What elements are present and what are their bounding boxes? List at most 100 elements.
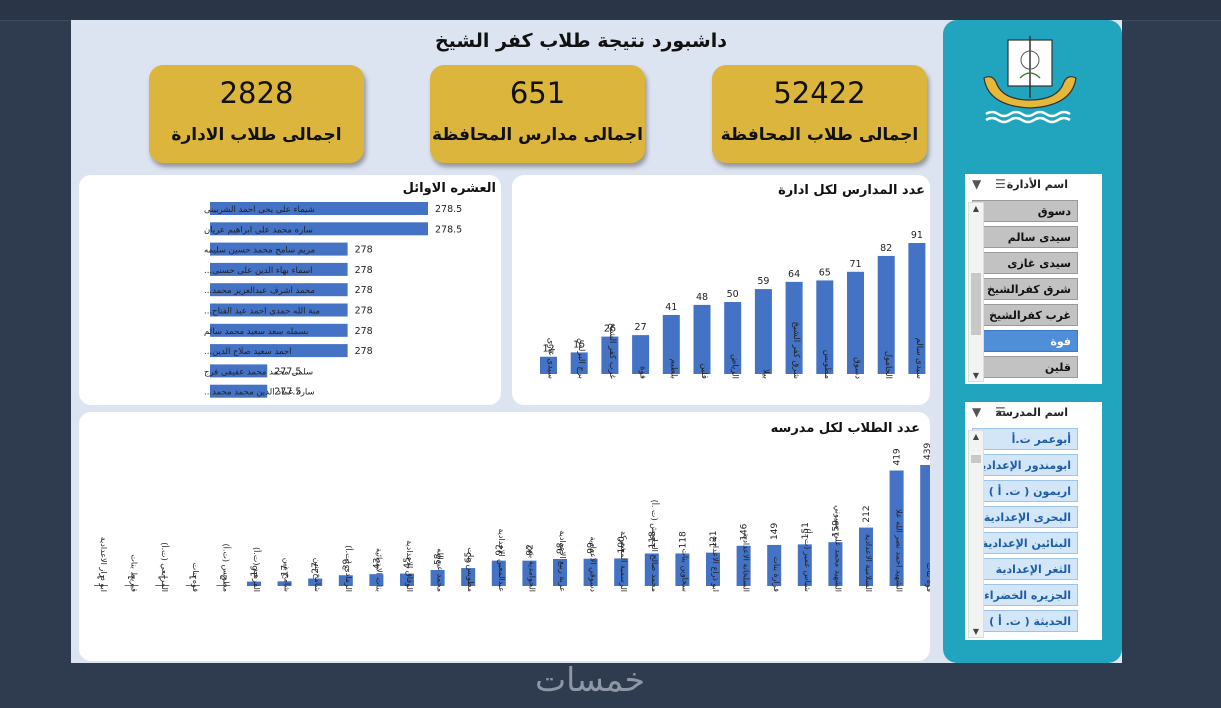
students-bar <box>338 575 353 586</box>
multi-select-icon[interactable]: ☰ <box>995 405 1006 419</box>
schools-bar <box>847 271 864 374</box>
slicer-school-item[interactable]: اريمون ( ت. أ ) <box>972 480 1078 502</box>
schools-category-label: سيدى سالم <box>914 338 924 379</box>
students-value-label: 17 <box>281 565 291 576</box>
scroll-thumb[interactable] <box>971 455 981 463</box>
slicer-admin-item[interactable]: سيدى غازى <box>972 252 1078 274</box>
schools-value-label: 65 <box>819 267 831 278</box>
top10-panel: العشره الاوائل 278.5 شيماء على يحى احمد ا… <box>79 175 501 405</box>
students-category-label: السلخانة الاعدادية <box>742 533 751 592</box>
students-value-label: 2 <box>219 574 229 580</box>
top10-bar <box>210 262 348 276</box>
slicer-school-item[interactable]: ابومندور الإعدادية <box>972 454 1078 476</box>
students-category-label: عزبة ربيع الاعدادية <box>558 530 567 592</box>
top10-value-label: 277.5 <box>274 387 301 398</box>
schools-value-label: 64 <box>788 269 800 280</box>
students-panel: عدد الطلاب لكل مدرسه 1 ابو دراز الاعدادية… <box>79 412 935 661</box>
students-value-label: 43 <box>372 558 382 569</box>
students-bar <box>185 585 200 586</box>
students-chart-title: عدد الطلاب لكل مدرسه <box>770 421 920 436</box>
schools-value-label: 26 <box>604 324 616 335</box>
students-bar <box>124 585 139 586</box>
slicer-school-items: أبوعمر ت.أ ابومندور الإعدادية اريمون ( ت. … <box>972 428 1078 636</box>
students-bar <box>675 553 690 586</box>
students-value-label: 212 <box>862 505 872 522</box>
schools-value-label: 91 <box>911 230 923 241</box>
slicer-school-scrollbar[interactable]: ▲ ▼ <box>968 430 984 638</box>
top10-value-label: 278.5 <box>435 224 462 235</box>
students-value-label: 58 <box>434 553 444 565</box>
slicer-admin-item[interactable]: شرق كفرالشيخ <box>972 278 1078 300</box>
scroll-thumb[interactable] <box>971 273 981 335</box>
top10-name-label: اسماء بهاء الدين على حسنى... <box>204 266 312 276</box>
students-category-label: الشهيد محمد علي بسيوني <box>833 505 842 592</box>
students-value-label: 99 <box>587 542 597 554</box>
slicer-admin-item[interactable]: دسوق <box>972 200 1078 222</box>
students-bar <box>216 585 231 586</box>
slicer-school-item[interactable]: البحرى الإعدادية <box>972 506 1078 528</box>
schools-bar <box>754 289 772 374</box>
clear-filter-icon[interactable]: ▼ <box>972 405 982 419</box>
slicer-admin-item[interactable]: فوة <box>972 330 1078 352</box>
top10-name-label: ساره محمد على ابراهيم عريان <box>204 225 313 235</box>
students-bar <box>369 574 384 586</box>
students-bar <box>889 470 904 586</box>
students-category-label: بنات الابتدائية <box>374 548 383 592</box>
clear-filter-icon[interactable]: ▼ <box>972 177 982 191</box>
multi-select-icon[interactable]: ☰ <box>995 177 1006 191</box>
slicer-school-item[interactable]: البنائين الإعدادية <box>972 532 1078 554</box>
students-category-label: شباس عمير (ت .أ) <box>803 528 813 592</box>
scroll-down-icon[interactable]: ▼ <box>972 627 980 636</box>
schools-value-label: 50 <box>727 289 739 300</box>
students-value-label: 1 <box>189 574 199 580</box>
slicer-admin-item[interactable]: غرب كفرالشيخ <box>972 304 1078 326</box>
slicer-school-item[interactable]: أبوعمر ت.أ <box>972 428 1078 450</box>
slicer-school-item[interactable]: الثغر الإعدادية <box>972 558 1078 580</box>
kpi-label: اجمالى طلاب المحافظة <box>720 125 919 145</box>
schools-panel: عدد المدارس لكل ادارة 12 سيدى غازى 15 برج ا… <box>512 175 930 405</box>
kpi-label: اجمالى طلاب الادارة <box>171 125 342 145</box>
schools-bar <box>632 335 650 374</box>
students-bar <box>583 558 598 586</box>
schools-value-label: 71 <box>849 259 861 270</box>
kpi-value: 2828 <box>219 76 294 110</box>
scroll-down-icon[interactable]: ▼ <box>972 371 980 380</box>
students-bar <box>797 544 812 586</box>
students-value-label: 439 <box>923 443 930 460</box>
window-top-bar <box>0 0 1221 21</box>
students-category-label: مطوبس (ت.أ) <box>221 544 231 593</box>
slicer-admin-item[interactable]: قلين <box>972 356 1078 378</box>
top10-name-label: ساره عماد الدين محمد محمد... <box>204 388 315 398</box>
students-value-label: 118 <box>648 531 658 548</box>
slicer-admin-item[interactable]: سيدى سالم <box>972 226 1078 248</box>
top10-bar <box>210 344 348 358</box>
students-bar <box>644 553 659 586</box>
slicer-admin-items: دسوق سيدى سالم سيدى غازى شرق كفرالشيخ غرب كف… <box>972 200 1078 382</box>
top10-title: العشره الاوائل <box>402 181 496 196</box>
slicer-admin-scrollbar[interactable]: ▲ ▼ <box>968 202 984 382</box>
slicer-school-title: اسم المدرسة <box>995 406 1069 419</box>
top10-value-label: 278 <box>355 326 373 337</box>
students-value-label: 151 <box>801 522 811 539</box>
students-value-label: 27 <box>311 562 321 573</box>
page-title: داشبورد نتيجة طلاب كفر الشيخ <box>434 30 727 52</box>
students-bar <box>247 581 261 586</box>
students-value-label: 16 <box>250 565 260 577</box>
students-value-label: 92 <box>495 544 505 555</box>
students-category-label: الوفاق الاعدادية <box>405 540 414 592</box>
students-bar <box>553 558 567 586</box>
schools-category-label: برج البرلس <box>576 338 586 379</box>
slicer-school-item[interactable]: الجزيره الخضراء (... <box>972 584 1078 606</box>
top10-value-label: 278.5 <box>435 204 462 215</box>
slicer-school-item[interactable]: الحديثة ( ت. أ ) <box>972 610 1078 632</box>
scroll-up-icon[interactable]: ▲ <box>972 432 980 441</box>
students-category-label: الفرهيد (ت.أ) <box>252 547 262 592</box>
students-category-label: سخاوين بنات <box>680 548 689 592</box>
schools-value-label: 59 <box>757 276 769 287</box>
students-bar <box>308 578 323 586</box>
top10-value-label: 278 <box>355 265 373 276</box>
students-value-label: 98 <box>556 542 566 554</box>
scroll-up-icon[interactable]: ▲ <box>972 204 980 213</box>
students-bar <box>522 560 537 586</box>
slicer-admin: اسم الأدارة ▼ ☰ دسوق سيدى سالم سيدى غازى شر… <box>965 174 1102 384</box>
